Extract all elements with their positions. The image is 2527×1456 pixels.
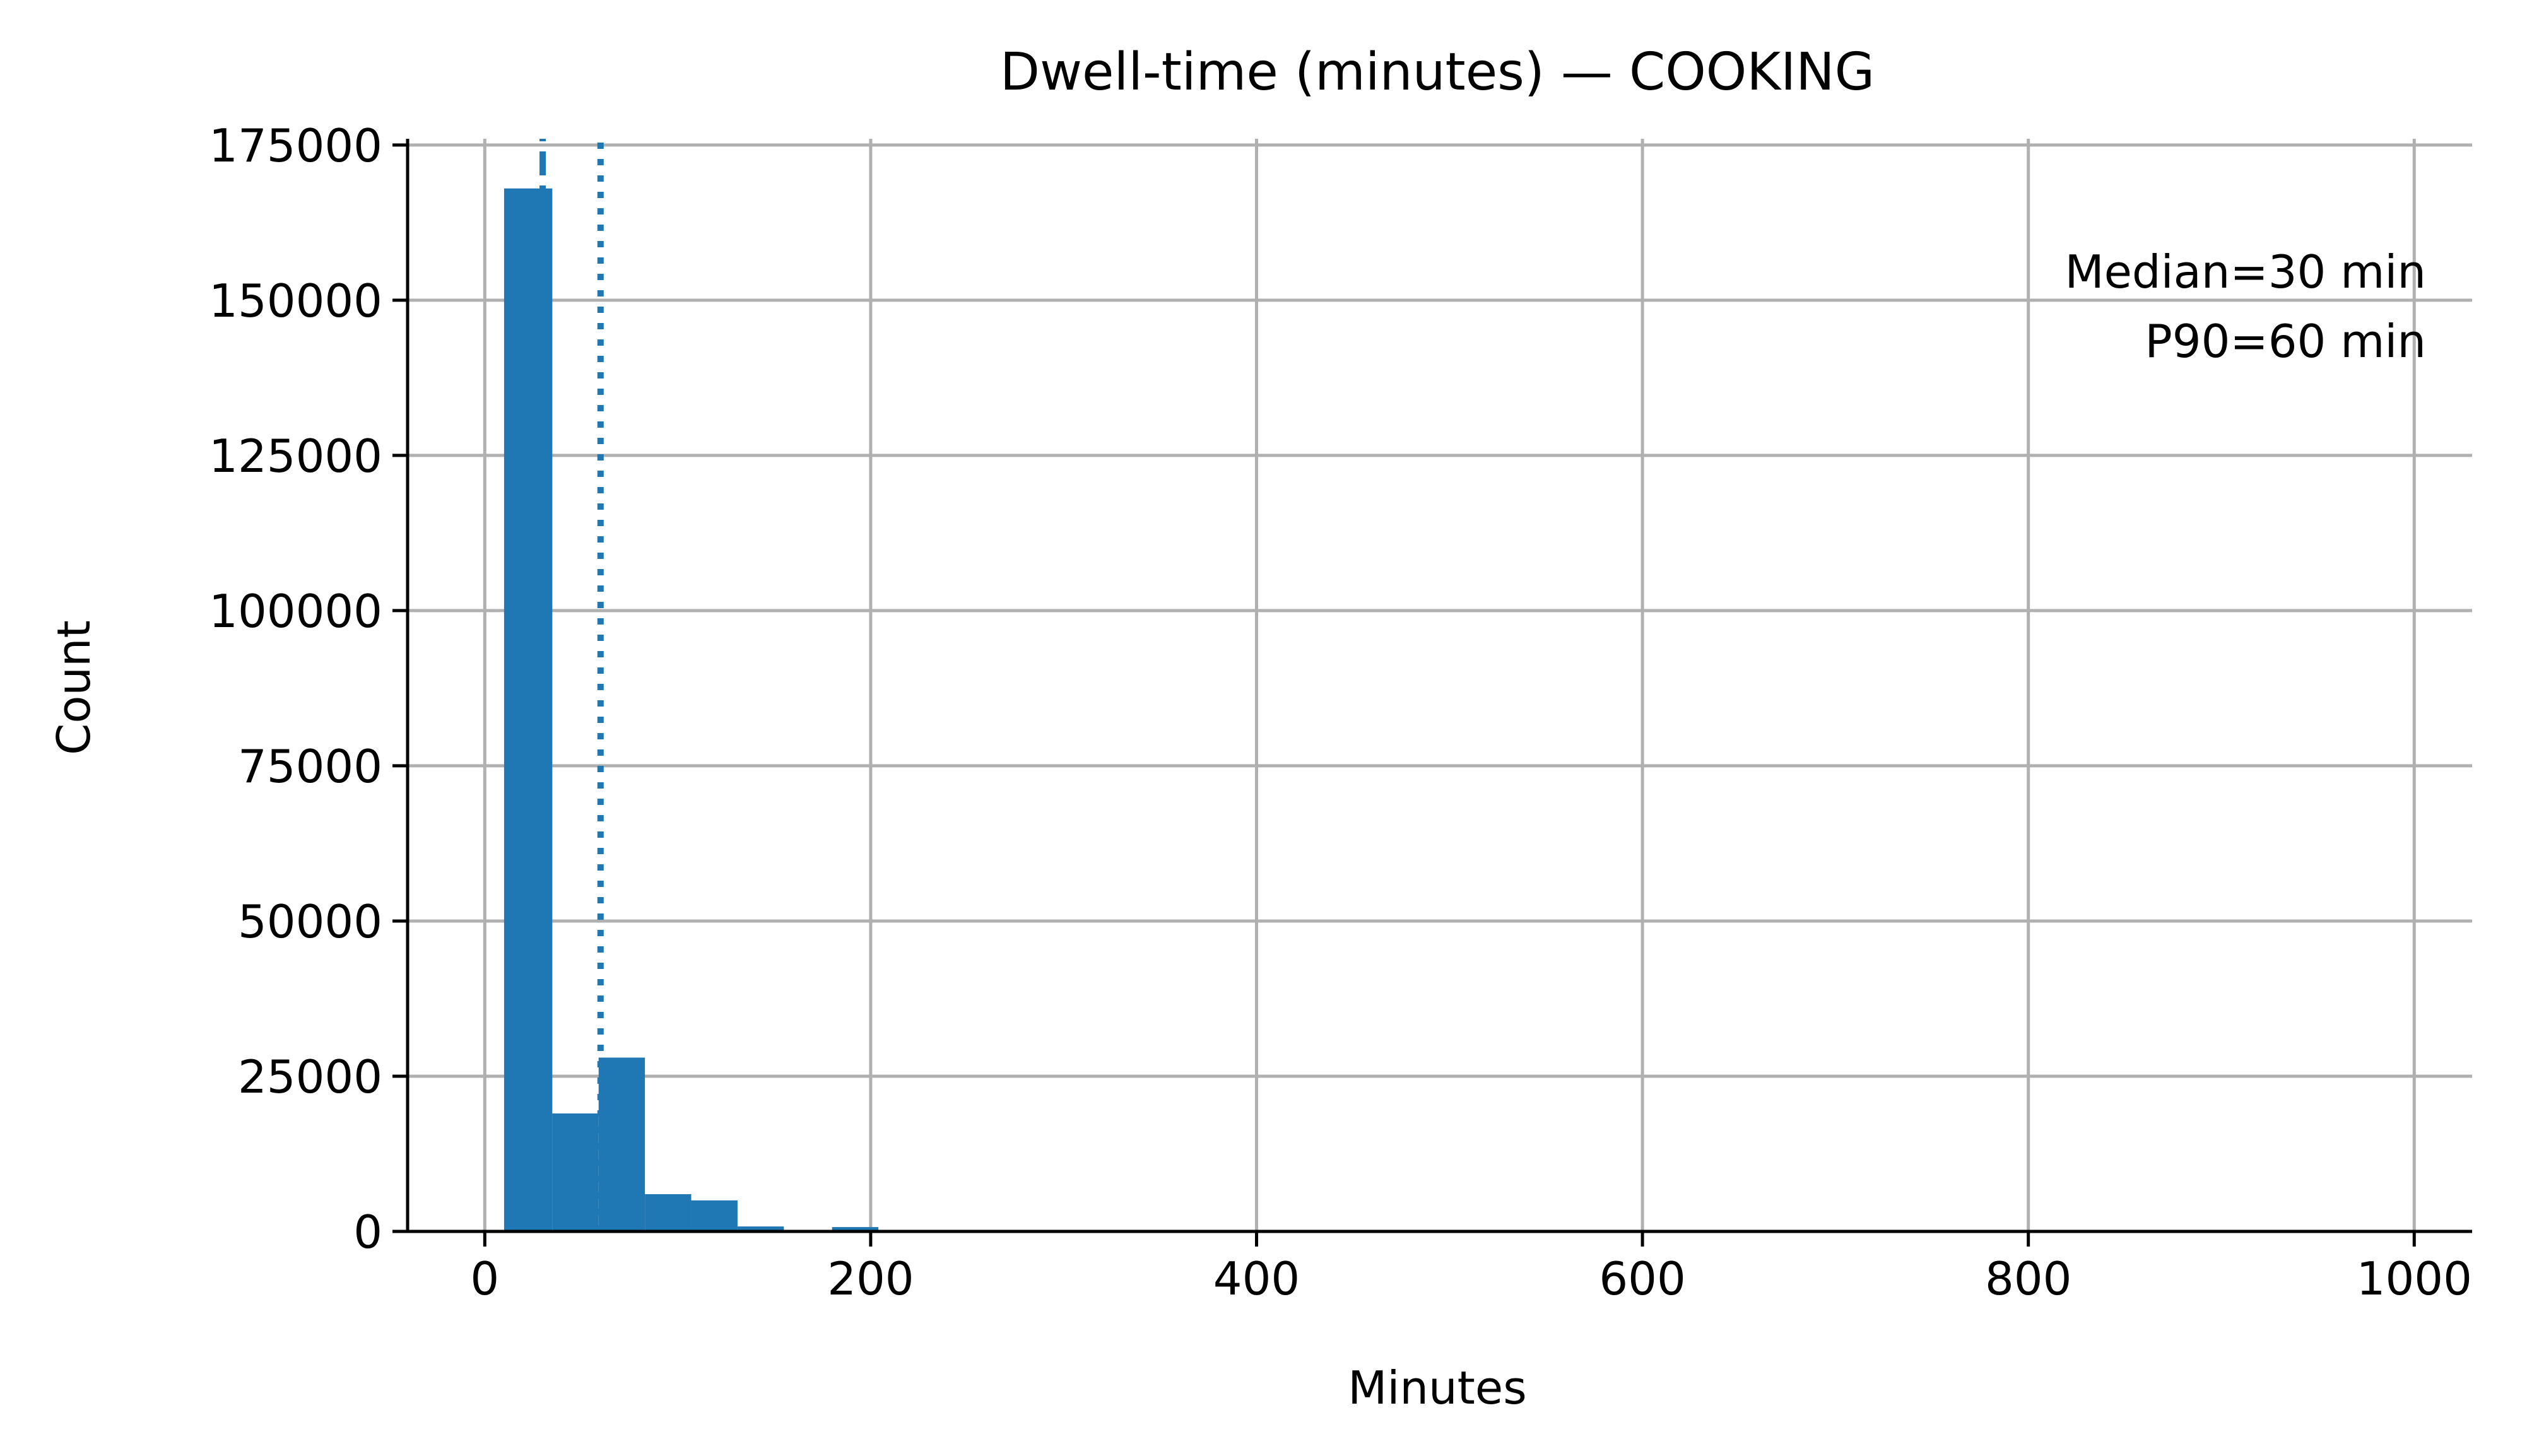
y-tick-label: 175000	[209, 119, 382, 172]
histogram-bar	[552, 1113, 599, 1231]
y-tick-label: 150000	[209, 274, 382, 327]
x-tick-label: 400	[1213, 1252, 1300, 1305]
histogram-bar	[832, 1227, 879, 1231]
x-axis-label: Minutes	[1348, 1361, 1526, 1414]
x-tick-label: 600	[1599, 1252, 1685, 1305]
x-tick-label: 200	[827, 1252, 914, 1305]
x-tick-label: 800	[1985, 1252, 2071, 1305]
histogram-bar	[737, 1226, 784, 1231]
histogram-bar	[645, 1194, 692, 1231]
tick-labels: 0 200 400 600 800 1000 0 25000 50000 75000 100000 1…	[209, 119, 2472, 1305]
histogram-bar	[598, 1057, 645, 1231]
median-annotation: Median=30 min	[2065, 245, 2426, 298]
axes	[392, 139, 2472, 1247]
grid-lines	[408, 139, 2472, 1233]
y-axis-label: Count	[47, 620, 100, 755]
y-tick-label: 125000	[209, 430, 382, 483]
histogram-bar	[691, 1200, 738, 1231]
p90-annotation: P90=60 min	[2145, 315, 2426, 368]
y-tick-label: 100000	[209, 585, 382, 638]
y-tick-label: 75000	[238, 740, 382, 793]
chart-title: Dwell-time (minutes) — COOKING	[1000, 42, 1875, 102]
y-tick-label: 25000	[238, 1050, 382, 1103]
y-tick-label: 0	[353, 1206, 382, 1259]
x-tick-label: 0	[470, 1252, 499, 1305]
x-tick-label: 1000	[2357, 1252, 2472, 1305]
reference-lines	[539, 139, 604, 1231]
y-tick-label: 50000	[238, 895, 382, 948]
